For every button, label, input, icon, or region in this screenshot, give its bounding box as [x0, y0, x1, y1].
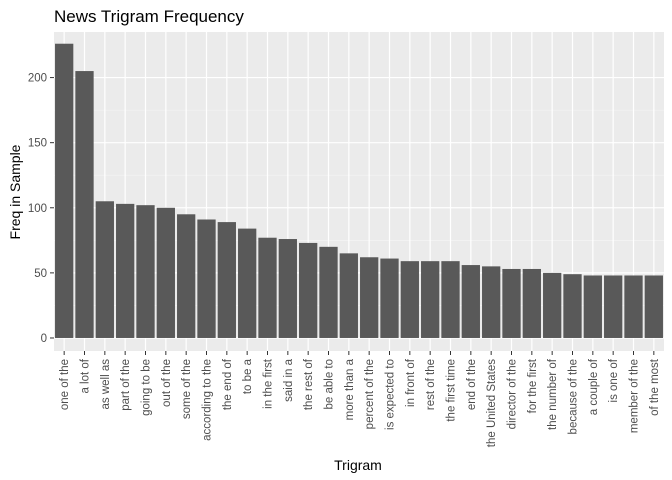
- x-tick-label: the United States: [486, 359, 498, 447]
- x-tick-label: according to the: [202, 359, 214, 441]
- bar: [543, 272, 562, 338]
- x-tick-label: member of the: [629, 359, 641, 433]
- x-tick-label: for the first: [527, 358, 539, 413]
- x-axis-title: Trigram: [334, 457, 382, 473]
- x-tick-label: is expected to: [385, 359, 397, 430]
- x-tick-label: end of the: [466, 359, 478, 410]
- y-tick-label: 200: [28, 73, 47, 85]
- bar: [217, 222, 236, 338]
- bar: [75, 71, 94, 338]
- bar: [563, 274, 582, 338]
- x-tick-label: as well as: [100, 359, 112, 410]
- bar: [360, 257, 379, 338]
- bar: [299, 242, 318, 338]
- x-tick-label: the first time: [446, 359, 458, 422]
- bar: [461, 265, 480, 338]
- x-tick-label: be able to: [324, 359, 336, 410]
- x-tick-label: going to be: [141, 359, 153, 416]
- bar: [604, 275, 623, 338]
- x-tick-label: said in a: [283, 358, 295, 401]
- y-tick-label: 0: [41, 333, 47, 345]
- bar: [482, 266, 501, 338]
- bar: [319, 246, 338, 338]
- bar: [238, 228, 257, 338]
- bar: [95, 201, 114, 338]
- bar: [116, 203, 135, 338]
- x-tick-label: one of the: [59, 359, 71, 410]
- bar: [156, 207, 175, 338]
- x-tick-label: the rest of: [303, 358, 315, 410]
- x-tick-label: a couple of: [588, 358, 600, 415]
- x-tick-label: to be a: [242, 358, 254, 394]
- bar: [583, 275, 602, 338]
- chart-title: News Trigram Frequency: [54, 7, 244, 26]
- x-tick-label: more than a: [344, 358, 356, 420]
- x-tick-label: rest of the: [425, 359, 437, 410]
- plot-panel: [54, 32, 664, 351]
- x-tick-label: because of the: [568, 359, 580, 434]
- y-axis: 0 50 100 150 200: [28, 73, 54, 345]
- x-tick-label: percent of the: [364, 359, 376, 429]
- x-tick-label: the end of: [222, 358, 234, 410]
- y-tick-label: 150: [28, 138, 47, 150]
- bar: [421, 261, 440, 338]
- bar: [339, 253, 358, 338]
- x-tick-label: of the most: [649, 358, 661, 416]
- bars: [55, 43, 663, 338]
- bar: [258, 237, 277, 338]
- bar: [502, 268, 521, 338]
- bar: [278, 239, 297, 338]
- bar: [644, 275, 663, 338]
- x-axis: one of the a lot of as well as part of the g…: [59, 351, 661, 447]
- x-tick-label: in front of: [405, 358, 417, 407]
- x-tick-label: director of the: [507, 359, 519, 429]
- x-tick-label: in the first: [263, 358, 275, 409]
- y-axis-title: Freq in Sample: [7, 144, 23, 239]
- x-tick-label: the number of: [547, 358, 559, 430]
- x-tick-label: some of the: [181, 359, 193, 419]
- x-tick-label: out of the: [161, 359, 173, 407]
- y-tick-label: 50: [34, 268, 47, 280]
- x-tick-label: is one of: [608, 358, 620, 402]
- x-tick-label: part of the: [120, 359, 132, 411]
- bar: [522, 268, 541, 338]
- bar: [624, 275, 643, 338]
- bar: [55, 43, 74, 338]
- bar: [400, 261, 419, 338]
- bar: [441, 261, 460, 338]
- y-tick-label: 100: [28, 203, 47, 215]
- bar: [177, 214, 196, 338]
- bar: [380, 258, 399, 338]
- x-tick-label: a lot of: [80, 358, 92, 393]
- bar: [136, 205, 155, 338]
- bar: [197, 219, 216, 338]
